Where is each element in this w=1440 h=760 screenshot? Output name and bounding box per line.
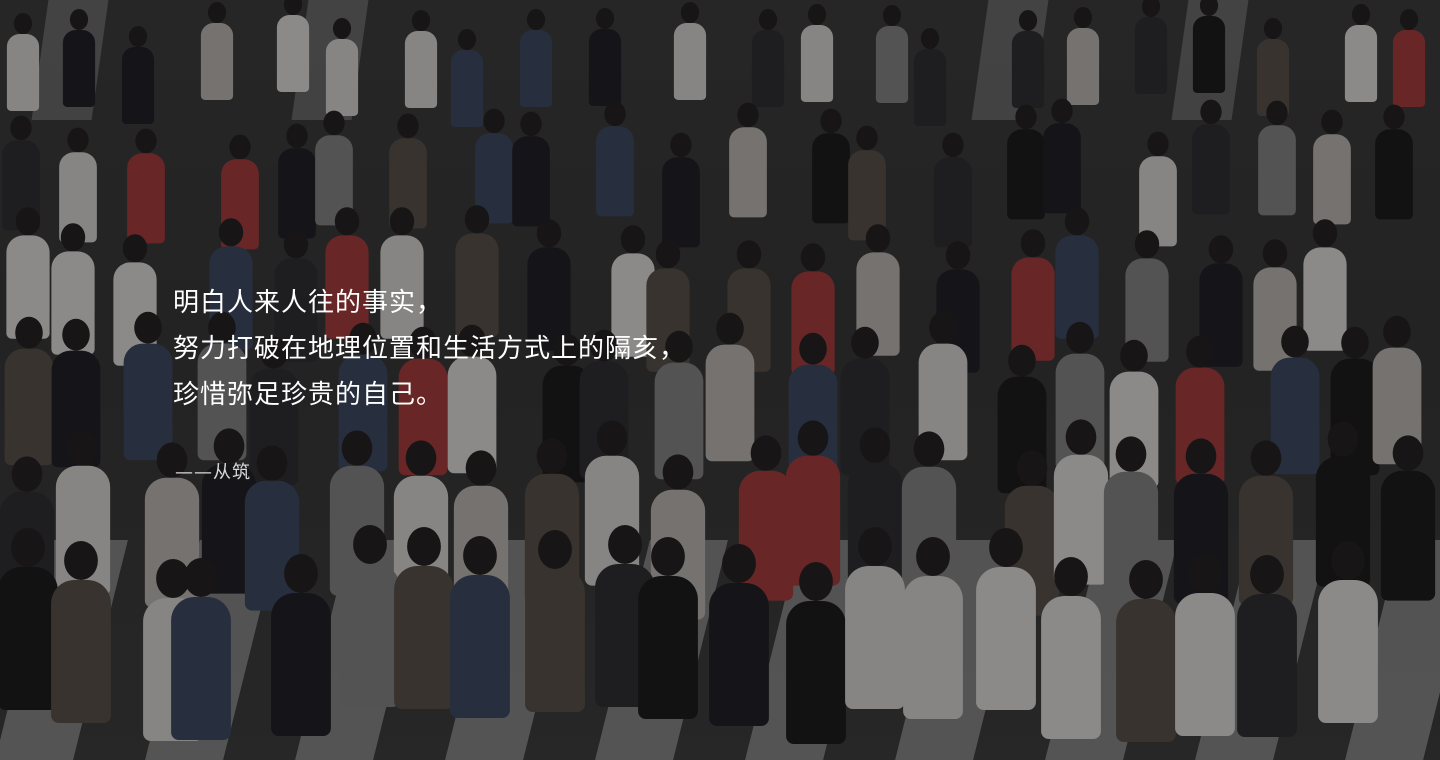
quote-attribution: ——从筑 [175, 462, 251, 483]
pedestrian [1313, 109, 1351, 225]
quote-line-2: 努力打破在地理位置和生活方式上的隔亥， [173, 334, 687, 364]
pedestrian [200, 2, 234, 100]
pedestrian [278, 123, 316, 239]
quote-line-1: 明白人来人往的事实， [173, 288, 444, 318]
pedestrian [51, 541, 111, 723]
pedestrian [171, 558, 231, 740]
pedestrian [340, 525, 400, 707]
pedestrian [1258, 100, 1296, 216]
pedestrian [62, 9, 96, 107]
pedestrian [786, 562, 846, 744]
pedestrian [584, 420, 640, 586]
pedestrian [1392, 9, 1426, 107]
pedestrian [4, 316, 54, 466]
pedestrian [450, 29, 484, 127]
pedestrian [1175, 554, 1235, 736]
pedestrian [791, 243, 835, 375]
pedestrian [1066, 7, 1100, 105]
pedestrian [638, 537, 698, 719]
pedestrian [1237, 555, 1297, 737]
pedestrian [596, 101, 634, 217]
pedestrian [276, 0, 310, 92]
pedestrian [127, 128, 165, 244]
pedestrian [455, 205, 499, 337]
pedestrian [875, 5, 909, 103]
pedestrian [913, 28, 947, 126]
pedestrian [1318, 541, 1378, 723]
pedestrian [121, 26, 155, 124]
pedestrian [325, 18, 359, 116]
pedestrian [1192, 99, 1230, 215]
pedestrian [512, 111, 550, 227]
pedestrian [705, 312, 755, 462]
pedestrian [1344, 4, 1378, 102]
quote-text: 明白人来人往的事实， 努力打破在地理位置和生活方式上的隔亥， 珍惜弥足珍贵的自己… [173, 280, 686, 418]
pedestrian [751, 9, 785, 107]
pedestrian [1041, 557, 1101, 739]
pedestrian [673, 2, 707, 100]
pedestrian [1011, 10, 1045, 108]
pedestrian [845, 527, 905, 709]
pedestrian [588, 8, 622, 106]
pedestrian [1375, 104, 1413, 220]
pedestrian [1011, 229, 1055, 361]
pedestrian [1330, 326, 1380, 476]
quote-line-3: 珍惜弥足珍贵的自己。 [173, 380, 444, 410]
pedestrian [325, 207, 369, 339]
pedestrian [527, 219, 571, 351]
pedestrian [6, 13, 40, 111]
pedestrian [903, 537, 963, 719]
pedestrian [1007, 104, 1045, 220]
pedestrian [1116, 560, 1176, 742]
pedestrian [662, 132, 700, 248]
pedestrian [0, 528, 58, 710]
pedestrian [1134, 0, 1168, 94]
pedestrian [1192, 0, 1226, 93]
pedestrian [800, 4, 834, 102]
pedestrian [1125, 230, 1169, 362]
pedestrian [1055, 207, 1099, 339]
pedestrian [1380, 435, 1436, 601]
pedestrian [404, 10, 438, 108]
pedestrian [450, 536, 510, 718]
pedestrian [1043, 98, 1081, 214]
pedestrian [394, 527, 454, 709]
pedestrian [271, 554, 331, 736]
pedestrian [123, 311, 173, 461]
pedestrian [519, 9, 553, 107]
pedestrian [976, 528, 1036, 710]
pedestrian [901, 431, 957, 597]
pedestrian [934, 132, 972, 248]
pedestrian [1303, 219, 1347, 351]
pedestrian [525, 530, 585, 712]
pedestrian [380, 207, 424, 339]
pedestrian [729, 102, 767, 218]
pedestrian [709, 544, 769, 726]
pedestrian [812, 108, 850, 224]
